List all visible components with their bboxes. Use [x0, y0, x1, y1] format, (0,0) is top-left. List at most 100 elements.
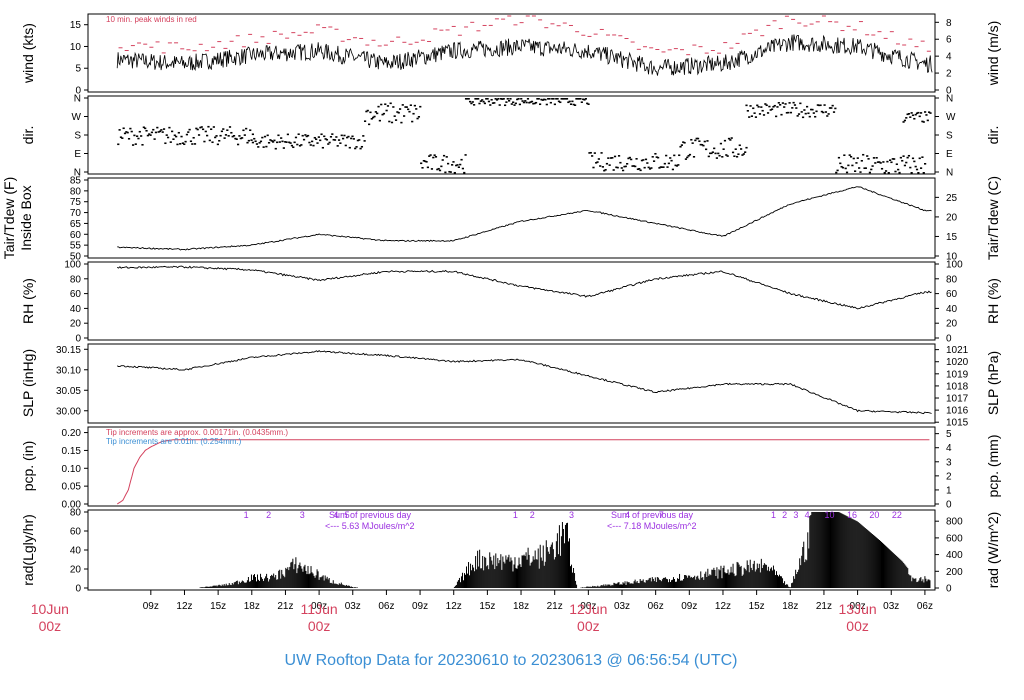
wind-dir-mark: [683, 141, 686, 144]
wind-dir-mark: [922, 121, 925, 123]
wind-dir-mark: [911, 157, 915, 160]
wind-dir-mark: [358, 139, 361, 141]
wind-dir-mark: [166, 136, 170, 139]
wind-dir-mark: [872, 157, 876, 159]
left-tick-label: N: [74, 168, 81, 179]
wind-dir-mark: [643, 166, 646, 169]
left-tick-label: 60: [70, 230, 82, 241]
wind-dir-mark: [332, 138, 335, 141]
pcp-note-blue: Tip increments are 0.01in. (0.254mm.): [106, 437, 242, 446]
wind-dir-mark: [828, 107, 832, 109]
right-tick-label: 5: [946, 429, 952, 440]
wind-dir-mark: [336, 145, 339, 147]
wind-dir-mark: [657, 156, 660, 159]
wind-dir-mark: [921, 156, 924, 158]
wind-dir-mark: [129, 127, 132, 130]
wind-dir-mark: [723, 139, 727, 142]
wind-dir-mark: [369, 111, 372, 114]
wind-dir-mark: [437, 167, 440, 170]
wind-dir-mark: [501, 98, 504, 100]
wind-dir-mark: [134, 143, 137, 145]
wind-dir-mark: [768, 105, 771, 108]
rad-hour-mark: 1: [771, 510, 776, 520]
panel-frame-dir: [87, 95, 936, 175]
right-tick-label: 20: [946, 319, 958, 330]
wind-dir-mark: [895, 163, 898, 166]
wind-dir-mark: [591, 155, 594, 157]
wind-dir-mark: [348, 146, 351, 149]
wind-dir-mark: [826, 115, 829, 117]
wind-dir-mark: [666, 166, 669, 168]
wind-dir-mark: [457, 166, 460, 168]
wind-dir-mark: [430, 168, 434, 170]
right-tick-label: 3: [946, 457, 952, 468]
x-tick-label: 03z: [345, 601, 361, 612]
wind-dir-mark: [495, 99, 499, 101]
wind-dir-mark: [814, 115, 817, 118]
wind-dir-mark: [280, 137, 283, 139]
wind-dir-mark: [534, 101, 538, 104]
wind-dir-mark: [622, 169, 625, 172]
x-tick-label: 18z: [513, 601, 529, 612]
wind-dir-mark: [411, 120, 414, 123]
wind-dir-mark: [505, 101, 508, 103]
wind-dir-mark: [380, 103, 383, 106]
wind-dir-mark: [173, 134, 176, 137]
wind-dir-mark: [253, 137, 256, 140]
wind-dir-mark: [191, 143, 194, 145]
wind-dir-mark: [906, 156, 909, 159]
wind-dir-mark: [422, 159, 425, 162]
wind-dir-mark: [815, 110, 818, 113]
wind-dir-mark: [584, 98, 587, 100]
wind-dir-mark: [867, 158, 870, 160]
wind-dir-mark: [886, 160, 889, 163]
date-label: 11Jun: [301, 601, 338, 617]
wind-dir-mark: [145, 129, 148, 132]
wind-dir-mark: [667, 162, 670, 165]
x-tick-label: 12z: [446, 601, 462, 612]
rad-sum-1-value: <--- 5.63 MJoules/m^2: [325, 521, 415, 531]
wind-dir-mark: [692, 156, 696, 158]
wind-dir-mark: [746, 110, 749, 112]
date-label-hour: 00z: [39, 618, 62, 634]
wind-dir-mark: [596, 161, 599, 163]
wind-dir-mark: [269, 139, 272, 141]
peak-wind-note: 10 min. peak winds in red: [106, 15, 197, 24]
wind-dir-mark: [497, 98, 500, 100]
wind-dir-mark: [363, 120, 367, 123]
wind-dir-mark: [389, 102, 392, 105]
right-tick-label: 8: [946, 18, 952, 29]
wind-dir-mark: [575, 98, 578, 100]
wind-dir-mark: [471, 101, 474, 103]
wind-dir-mark: [835, 171, 838, 174]
wind-dir-mark: [832, 111, 836, 113]
wind-dir-mark: [169, 141, 172, 143]
wind-dir-mark: [844, 167, 847, 170]
wind-dir-mark: [426, 166, 429, 169]
left-tick-label: 65: [70, 219, 82, 230]
wind-dir-mark: [270, 140, 273, 142]
wind-dir-mark: [246, 141, 249, 144]
x-tick-label: 09z: [412, 601, 428, 612]
wind-dir-mark: [282, 147, 285, 149]
wind-dir-mark: [516, 98, 519, 101]
wind-dir-mark: [718, 154, 721, 157]
wind-dir-mark: [834, 107, 837, 110]
wind-dir-mark: [201, 128, 205, 131]
right-tick-label: N: [946, 94, 953, 105]
x-tick-label: 09z: [681, 601, 697, 612]
wind-dir-mark: [197, 134, 201, 136]
wind-dir-mark: [679, 145, 682, 148]
right-tick-label: 4: [946, 443, 952, 454]
right-tick-label: 10: [946, 252, 958, 263]
wind-dir-mark: [372, 116, 375, 119]
wind-dir-mark: [605, 162, 609, 165]
wind-dir-mark: [343, 134, 346, 137]
wind-dir-mark: [556, 98, 559, 100]
wind-dir-mark: [919, 167, 923, 169]
wind-dir-mark: [177, 131, 180, 134]
date-label-hour: 00z: [308, 618, 331, 634]
wind-dir-mark: [466, 98, 469, 100]
wind-dir-mark: [123, 132, 127, 135]
right-tick-label: 1018: [946, 381, 969, 392]
